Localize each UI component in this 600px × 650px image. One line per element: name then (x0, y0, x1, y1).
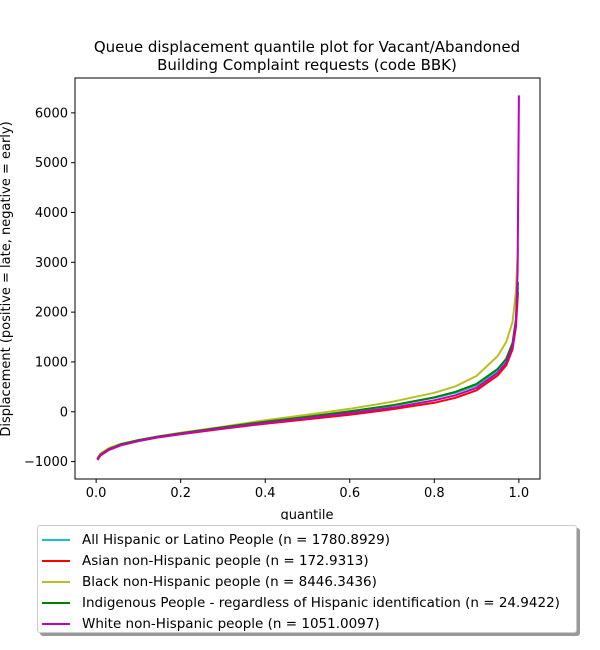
y-tick-label: 4000 (35, 206, 68, 221)
legend-label: Indigenous People - regardless of Hispan… (82, 594, 560, 611)
legend-label: White non-Hispanic people (n = 1051.0097… (82, 615, 380, 632)
chart-title-line-2: Building Complaint requests (code BBK) (157, 56, 457, 74)
y-tick-label: 3000 (35, 256, 68, 271)
series-layer (96, 95, 520, 461)
x-tick-label: 1.0 (509, 486, 530, 501)
legend-item: Black non-Hispanic people (n = 8446.3436… (42, 571, 377, 592)
chart-title-line-1: Queue displacement quantile plot for Vac… (94, 38, 520, 56)
legend-swatch (42, 622, 70, 625)
legend: All Hispanic or Latino People (n = 1780.… (37, 525, 577, 633)
legend-item: Indigenous People - regardless of Hispan… (42, 592, 560, 613)
series-line-1 (96, 292, 519, 461)
series-line-3 (96, 282, 519, 460)
y-tick-label: 1000 (35, 355, 68, 370)
x-tick-label: 0.4 (255, 486, 276, 501)
legend-swatch (42, 580, 70, 583)
x-axis-label: quantile (280, 508, 333, 520)
legend-item: Asian non-Hispanic people (n = 172.9313) (42, 550, 369, 571)
legend-label: Black non-Hispanic people (n = 8446.3436… (82, 573, 377, 590)
x-tick-label: 0.0 (86, 486, 107, 501)
x-tick-label: 0.8 (424, 486, 445, 501)
series-line-4 (96, 95, 520, 461)
legend-item: All Hispanic or Latino People (n = 1780.… (42, 529, 390, 550)
legend-label: All Hispanic or Latino People (n = 1780.… (82, 531, 391, 548)
y-axis-label: Displacement (positive = late, negative … (0, 121, 14, 436)
legend-label: Asian non-Hispanic people (n = 172.9313) (82, 552, 369, 569)
quantile-chart: Queue displacement quantile plot for Vac… (0, 38, 541, 520)
x-tick-label: 0.2 (170, 486, 191, 501)
series-line-2 (96, 247, 519, 459)
series-line-0 (96, 287, 519, 461)
x-tick-label: 0.6 (339, 486, 360, 501)
y-tick-label: −1000 (24, 455, 68, 470)
legend-item: White non-Hispanic people (n = 1051.0097… (42, 613, 380, 634)
legend-swatch (42, 559, 70, 562)
legend-swatch (42, 601, 70, 604)
plot-frame (74, 77, 541, 480)
legend-swatch (42, 538, 70, 541)
y-tick-label: 0 (60, 405, 68, 420)
y-tick-label: 2000 (35, 306, 68, 321)
y-tick-label: 6000 (35, 106, 68, 121)
axes-layer: 0.0 0.2 0.4 0.6 0.8 1.0 −1000 0 1000 2000 3000 4000… (24, 106, 529, 501)
y-tick-label: 5000 (35, 156, 68, 171)
